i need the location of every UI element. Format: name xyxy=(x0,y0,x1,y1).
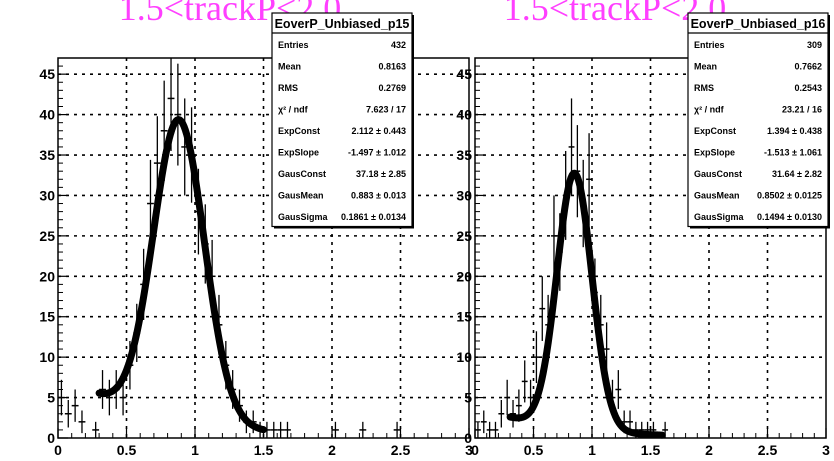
x-tick-label: 0.5 xyxy=(524,442,544,458)
stats-label: RMS xyxy=(278,83,298,93)
y-tick-label: 0 xyxy=(464,430,472,446)
stats-label: ExpConst xyxy=(278,126,320,136)
y-tick-label: 5 xyxy=(47,390,55,406)
y-tick-label: 30 xyxy=(456,187,472,203)
x-tick-label: 0.5 xyxy=(117,442,137,458)
x-tick-label: 2 xyxy=(328,442,336,458)
stats-value: 0.1494 ± 0.0130 xyxy=(757,212,822,222)
stats-box: EoverP_Unbiased_p15 Entries 432 Mean 0.8163 R… xyxy=(271,12,414,229)
stats-label: Entries xyxy=(278,40,309,50)
fit-curve xyxy=(95,116,267,434)
y-tick-label: 20 xyxy=(39,268,55,284)
stats-box-title: EoverP_Unbiased_p16 xyxy=(691,17,826,31)
y-tick-label: 45 xyxy=(39,66,55,82)
y-tick-label: 15 xyxy=(456,309,472,325)
stats-value: 0.883 ± 0.013 xyxy=(351,191,406,201)
histogram-panel-1: 1.5<trackP<2.00 0.5 1 1.5 2 2.5 30510152025303… xyxy=(39,0,473,458)
stats-label: Mean xyxy=(694,62,717,72)
y-tick-label: 40 xyxy=(39,107,55,123)
x-tick-label: 0 xyxy=(54,442,62,458)
stats-label: ExpConst xyxy=(694,126,736,136)
y-tick-label: 10 xyxy=(456,349,472,365)
stats-box: EoverP_Unbiased_p16 Entries 309 Mean 0.7662 R… xyxy=(687,12,830,229)
y-tick-label: 10 xyxy=(39,349,55,365)
stats-label: ExpSlope xyxy=(278,148,319,158)
stats-box-frame xyxy=(687,12,829,228)
x-tick-label: 2.5 xyxy=(391,442,411,458)
stats-value: 0.8163 xyxy=(378,62,406,72)
stats-value: 309 xyxy=(807,40,822,50)
x-tick-label: 3 xyxy=(465,442,473,458)
stats-value: 2.112 ± 0.443 xyxy=(352,126,407,136)
stats-label: GausConst xyxy=(694,169,742,179)
stats-value: 0.1861 ± 0.0134 xyxy=(341,212,406,222)
stats-value: 0.2769 xyxy=(378,83,406,93)
y-tick-label: 45 xyxy=(456,66,472,82)
x-tick-label: 1 xyxy=(588,442,596,458)
stats-label: GausMean xyxy=(694,191,740,201)
stats-label: χ² / ndf xyxy=(278,105,309,115)
stats-value: 23.21 / 16 xyxy=(782,105,822,115)
stats-value: 0.7662 xyxy=(794,62,822,72)
stats-box-title: EoverP_Unbiased_p15 xyxy=(275,17,410,31)
stats-label: ExpSlope xyxy=(694,148,735,158)
stats-label: GausSigma xyxy=(278,212,329,222)
histogram-panel-2: 1.5<trackP<2.00 0.5 1 1.5 2 2.5 30510152025303… xyxy=(456,0,830,458)
x-tick-label: 1.5 xyxy=(641,442,661,458)
stats-label: Mean xyxy=(278,62,301,72)
y-tick-label: 5 xyxy=(464,390,472,406)
fit-curve xyxy=(506,169,666,439)
y-tick-label: 20 xyxy=(456,268,472,284)
stats-value: 0.8502 ± 0.0125 xyxy=(757,191,822,201)
stats-label: GausConst xyxy=(278,169,326,179)
x-tick-label: 1.5 xyxy=(254,442,274,458)
stats-value: 37.18 ± 2.85 xyxy=(356,169,406,179)
y-tick-label: 30 xyxy=(39,187,55,203)
x-tick-label: 2 xyxy=(705,442,713,458)
y-tick-label: 25 xyxy=(456,228,472,244)
stats-label: GausSigma xyxy=(694,212,745,222)
y-tick-label: 35 xyxy=(456,147,472,163)
x-tick-label: 2.5 xyxy=(758,442,778,458)
stats-value: -1.513 ± 1.061 xyxy=(764,148,822,158)
stats-box-frame xyxy=(271,12,413,228)
stats-label: GausMean xyxy=(278,191,324,201)
y-tick-label: 15 xyxy=(39,309,55,325)
stats-value: 1.394 ± 0.438 xyxy=(767,126,822,136)
stats-value: 7.623 / 17 xyxy=(366,105,406,115)
stats-label: χ² / ndf xyxy=(694,105,725,115)
stats-value: 31.64 ± 2.82 xyxy=(772,169,822,179)
stats-value: 0.2543 xyxy=(794,83,822,93)
stats-value: 432 xyxy=(391,40,406,50)
y-tick-label: 35 xyxy=(39,147,55,163)
x-tick-label: 1 xyxy=(191,442,199,458)
stats-label: RMS xyxy=(694,83,714,93)
stats-label: Entries xyxy=(694,40,725,50)
y-tick-label: 0 xyxy=(47,430,55,446)
x-tick-label: 3 xyxy=(822,442,830,458)
x-tick-label: 0 xyxy=(471,442,479,458)
y-tick-label: 40 xyxy=(456,107,472,123)
stats-value: -1.497 ± 1.012 xyxy=(348,148,406,158)
y-tick-label: 25 xyxy=(39,228,55,244)
